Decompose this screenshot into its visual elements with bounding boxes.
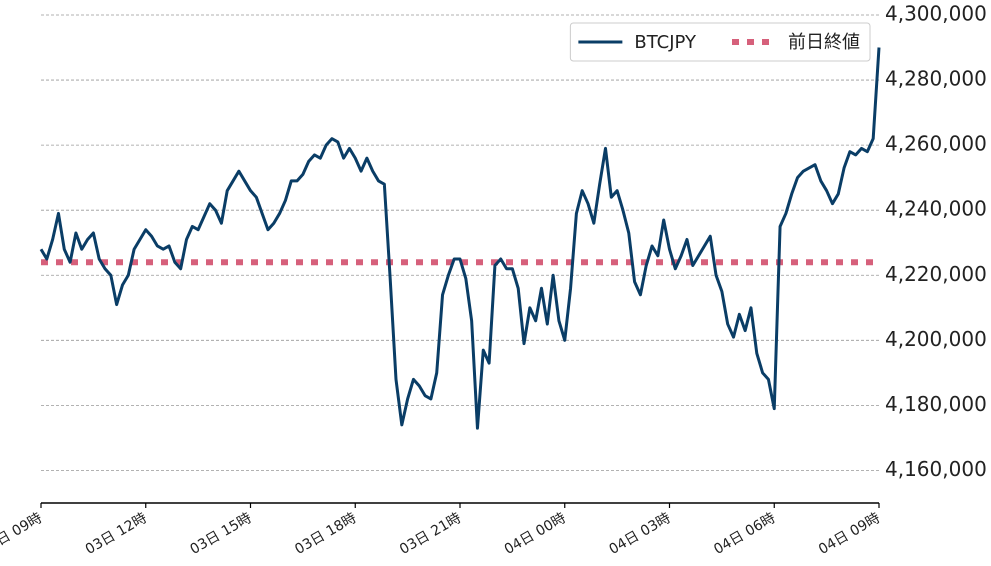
x-tick-label: 03日 09時 bbox=[0, 510, 45, 558]
x-tick-label: 03日 18時 bbox=[292, 510, 359, 558]
x-tick-label: 03日 15時 bbox=[188, 510, 255, 558]
x-tick-label: 04日 09時 bbox=[816, 510, 883, 558]
y-tick-label: 4,160,000 bbox=[885, 457, 987, 481]
y-tick-label: 4,180,000 bbox=[885, 392, 987, 416]
y-tick-label: 4,240,000 bbox=[885, 197, 987, 221]
y-tick-label: 4,300,000 bbox=[885, 2, 987, 26]
legend-label: BTCJPY bbox=[634, 32, 697, 53]
x-tick-label: 04日 06時 bbox=[711, 510, 778, 558]
x-tick-label: 03日 21時 bbox=[397, 510, 464, 558]
x-tick-label: 03日 12時 bbox=[83, 510, 150, 558]
x-tick-label: 04日 00時 bbox=[502, 510, 569, 558]
legend: BTCJPY 前日終値 bbox=[569, 22, 871, 62]
y-tick-label: 4,200,000 bbox=[885, 327, 987, 351]
legend-label: 前日終値 bbox=[788, 32, 860, 53]
x-tick-label: 04日 03時 bbox=[607, 510, 674, 558]
y-tick-label: 4,220,000 bbox=[885, 262, 987, 286]
data-line bbox=[39, 47, 881, 430]
y-tick-label: 4,260,000 bbox=[885, 132, 987, 156]
legend-box bbox=[569, 22, 871, 62]
y-tick-label: 4,280,000 bbox=[885, 67, 987, 91]
